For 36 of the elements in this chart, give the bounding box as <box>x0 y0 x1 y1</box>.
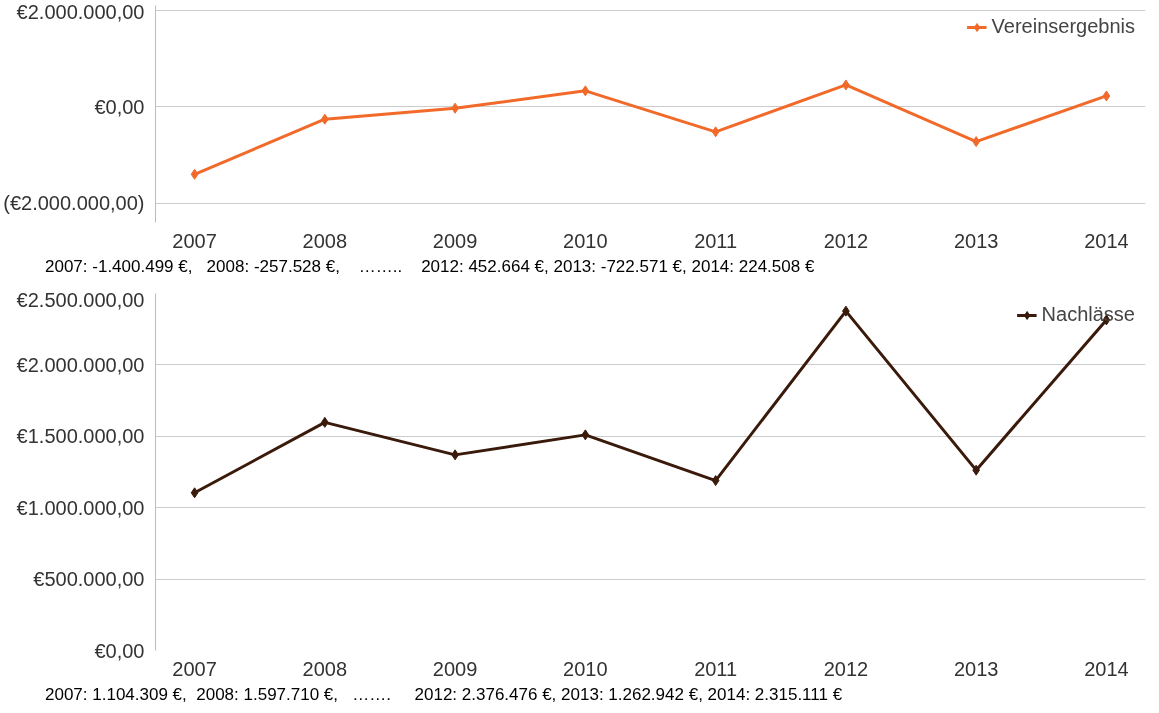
point <box>711 475 720 487</box>
y-tick-label: €1.000.000,00 <box>16 496 145 519</box>
y-tick-label: €0,00 <box>94 95 145 118</box>
y-tick-label: (€2.000.000,00) <box>3 192 145 215</box>
legend-label: Vereinsergebnis <box>991 15 1135 38</box>
x-tick-label: 2010 <box>563 657 608 680</box>
point <box>711 126 720 138</box>
y-tick-label: €1.500.000,00 <box>16 425 145 448</box>
x-tick-label: 2008 <box>302 229 348 252</box>
y-tick-label: €2.000.000,00 <box>16 0 145 23</box>
legend-label: Nachlässe <box>1041 303 1135 326</box>
y-tick-label: €0,00 <box>94 639 145 662</box>
y-tick-label: €2.000.000,00 <box>16 353 145 376</box>
point <box>1102 90 1111 102</box>
point <box>581 85 590 97</box>
y-tick-label: €2.500.000,00 <box>16 288 145 311</box>
x-tick-label: 2008 <box>302 657 348 680</box>
x-tick-label: 2011 <box>694 229 738 252</box>
point <box>190 168 199 180</box>
x-tick-label: 2012 <box>823 657 869 680</box>
x-tick-label: 2011 <box>694 657 738 680</box>
point <box>190 487 199 499</box>
x-tick-label: 2012 <box>823 229 869 252</box>
x-tick-label: 2009 <box>432 657 478 680</box>
x-tick-label: 2013 <box>953 229 999 252</box>
x-tick-label: 2010 <box>563 229 608 252</box>
x-tick-label: 2014 <box>1084 229 1129 252</box>
text: 2007: -1.400.499 €, 2008: -257.528 €, …….. 2012: 452.664 €, 2013: -722.571 €, 2014: 224.508 € <box>45 256 815 278</box>
point <box>581 429 590 441</box>
x-tick-label: 2014 <box>1084 657 1129 680</box>
x-tick-label: 2009 <box>432 229 478 252</box>
text: 2007: 1.104.309 €, 2008: 1.597.710 €, ……. 2012: 2.376.476 €, 2013: 1.262.942 €, 2014: 2.315.111 € <box>45 684 843 706</box>
y-tick-label: €500.000,00 <box>33 568 145 591</box>
x-tick-label: 2007 <box>172 657 217 680</box>
x-tick-label: 2007 <box>172 229 217 252</box>
x-tick-label: 2013 <box>953 657 999 680</box>
